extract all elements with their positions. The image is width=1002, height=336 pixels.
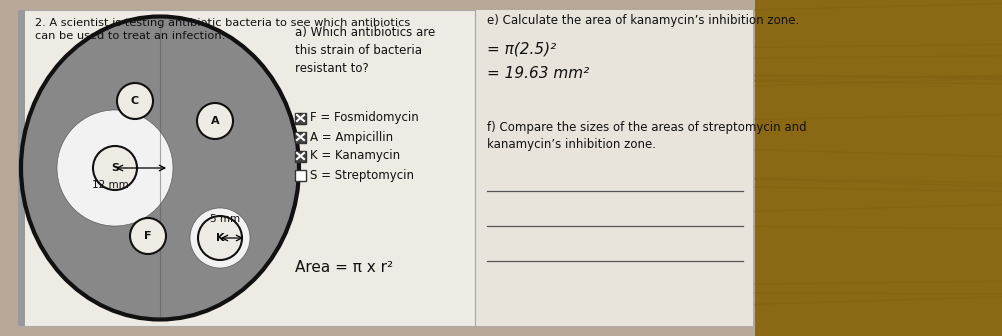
- Text: e) Calculate the area of kanamycin’s inhibition zone.: e) Calculate the area of kanamycin’s inh…: [487, 14, 800, 27]
- Circle shape: [117, 83, 153, 119]
- Text: S: S: [111, 163, 119, 173]
- Text: = π(2.5)²: = π(2.5)²: [487, 41, 556, 56]
- Bar: [475, 10, 753, 326]
- Bar: [295, 151, 306, 162]
- Circle shape: [57, 110, 173, 226]
- Circle shape: [93, 146, 137, 190]
- Text: 2. A scientist is testing antibiotic bacteria to see which antibiotics
can be us: 2. A scientist is testing antibiotic bac…: [35, 18, 410, 41]
- Text: a) Which antibiotics are
this strain of bacteria
resistant to?: a) Which antibiotics are this strain of …: [295, 26, 435, 75]
- Text: f) Compare the sizes of the areas of streptomycin and
kanamycin’s inhibition zon: f) Compare the sizes of the areas of str…: [487, 121, 807, 151]
- Text: 5 mm: 5 mm: [210, 214, 240, 224]
- Text: A: A: [210, 116, 219, 126]
- Circle shape: [197, 103, 233, 139]
- Text: S = Streptomycin: S = Streptomycin: [310, 168, 414, 181]
- Text: = 19.63 mm²: = 19.63 mm²: [487, 66, 589, 81]
- Text: C: C: [131, 96, 139, 106]
- Bar: [295, 131, 306, 142]
- Text: F: F: [144, 231, 151, 241]
- Text: 12 mm: 12 mm: [91, 180, 128, 190]
- Bar: [18, 10, 25, 326]
- Text: Area = π x r²: Area = π x r²: [295, 260, 393, 276]
- Text: A = Ampicillin: A = Ampicillin: [310, 130, 393, 143]
- Text: K = Kanamycin: K = Kanamycin: [310, 150, 400, 163]
- Text: K: K: [215, 233, 224, 243]
- Bar: [755, 0, 1002, 336]
- Bar: [295, 113, 306, 124]
- Circle shape: [190, 208, 250, 268]
- Text: F = Fosmidomycin: F = Fosmidomycin: [310, 112, 419, 125]
- Circle shape: [130, 218, 166, 254]
- Ellipse shape: [21, 16, 299, 320]
- Circle shape: [198, 216, 242, 260]
- Bar: [295, 169, 306, 180]
- Bar: [18, 10, 753, 326]
